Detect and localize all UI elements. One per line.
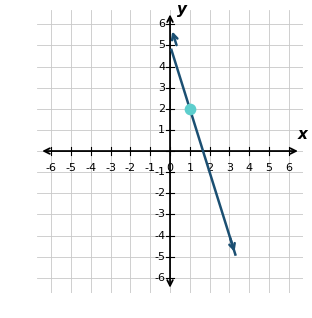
- Text: 3: 3: [226, 163, 233, 173]
- Text: -1: -1: [145, 163, 156, 173]
- Text: 3: 3: [158, 83, 165, 93]
- Text: 0: 0: [167, 163, 173, 173]
- Text: -2: -2: [125, 163, 136, 173]
- Text: 6: 6: [158, 19, 165, 29]
- Text: 5: 5: [158, 40, 165, 51]
- Text: -3: -3: [154, 210, 165, 219]
- Text: -6: -6: [46, 163, 57, 173]
- Text: 1: 1: [186, 163, 193, 173]
- Text: -3: -3: [105, 163, 116, 173]
- Text: -4: -4: [85, 163, 96, 173]
- Text: x: x: [298, 127, 308, 142]
- Text: 6: 6: [285, 163, 292, 173]
- Text: 1: 1: [158, 125, 165, 135]
- Text: -1: -1: [154, 167, 165, 177]
- Text: 2: 2: [158, 104, 165, 114]
- Text: 4: 4: [158, 62, 165, 72]
- Text: -2: -2: [154, 188, 165, 198]
- Text: -5: -5: [154, 252, 165, 262]
- Text: -5: -5: [66, 163, 76, 173]
- Text: 4: 4: [246, 163, 253, 173]
- Text: -4: -4: [154, 231, 165, 240]
- Text: 5: 5: [266, 163, 272, 173]
- Point: [187, 106, 192, 111]
- Text: -6: -6: [154, 273, 165, 283]
- Text: y: y: [177, 2, 187, 17]
- Text: 2: 2: [206, 163, 213, 173]
